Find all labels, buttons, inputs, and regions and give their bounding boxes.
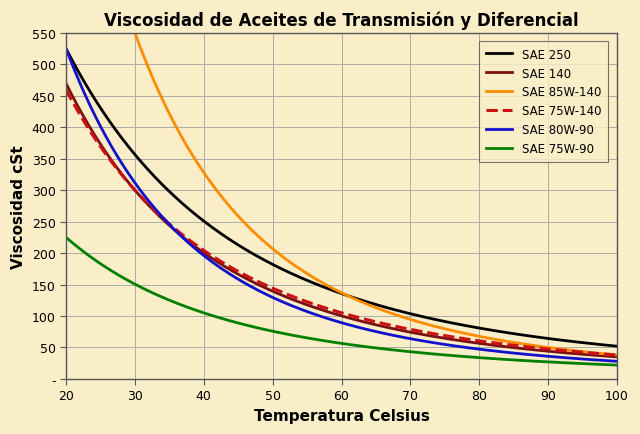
SAE 75W-140	[397, 325, 404, 330]
SAE 75W-90	[382, 347, 390, 352]
SAE 140	[613, 355, 621, 360]
SAE 140	[62, 82, 70, 87]
SAE 75W-90	[96, 261, 104, 266]
SAE 140	[382, 325, 390, 330]
Line: SAE 250: SAE 250	[66, 49, 617, 346]
SAE 80W-90	[382, 332, 390, 337]
SAE 140	[413, 331, 421, 336]
SAE 80W-90	[536, 353, 544, 358]
SAE 250	[480, 326, 488, 332]
Title: Viscosidad de Aceites de Transmisión y Diferencial: Viscosidad de Aceites de Transmisión y D…	[104, 11, 579, 30]
SAE 80W-90	[413, 338, 421, 343]
SAE 80W-90	[397, 335, 404, 340]
SAE 250	[613, 344, 621, 349]
SAE 75W-140	[413, 328, 421, 333]
SAE 75W-90	[397, 349, 404, 354]
X-axis label: Temperatura Celsius: Temperatura Celsius	[253, 408, 429, 423]
SAE 75W-140	[613, 352, 621, 358]
SAE 75W-90	[62, 235, 70, 240]
SAE 140	[96, 141, 104, 147]
SAE 75W-90	[480, 355, 488, 361]
SAE 140	[536, 348, 544, 353]
SAE 250	[413, 313, 421, 318]
SAE 250	[536, 335, 544, 340]
SAE 75W-140	[62, 88, 70, 93]
SAE 80W-90	[613, 359, 621, 364]
SAE 250	[96, 105, 104, 110]
SAE 80W-90	[62, 47, 70, 52]
SAE 75W-90	[536, 359, 544, 364]
SAE 80W-90	[480, 347, 488, 352]
Line: SAE 140: SAE 140	[66, 84, 617, 357]
SAE 85W-140	[413, 319, 421, 324]
SAE 75W-140	[536, 346, 544, 351]
SAE 75W-140	[382, 322, 390, 327]
SAE 250	[62, 47, 70, 52]
Line: SAE 75W-90: SAE 75W-90	[66, 238, 617, 365]
SAE 85W-140	[397, 314, 404, 319]
Line: SAE 75W-140: SAE 75W-140	[66, 91, 617, 355]
SAE 85W-140	[536, 344, 544, 349]
Y-axis label: Viscosidad cSt: Viscosidad cSt	[11, 145, 26, 268]
Line: SAE 85W-140: SAE 85W-140	[134, 32, 617, 355]
SAE 80W-90	[96, 123, 104, 128]
SAE 140	[480, 342, 488, 347]
SAE 85W-140	[613, 352, 621, 358]
SAE 75W-90	[613, 363, 621, 368]
SAE 75W-140	[480, 339, 488, 344]
SAE 140	[397, 328, 404, 333]
SAE 85W-140	[382, 309, 390, 314]
SAE 250	[397, 309, 404, 314]
SAE 75W-140	[96, 144, 104, 149]
SAE 85W-140	[480, 335, 488, 340]
SAE 75W-90	[413, 350, 421, 355]
SAE 250	[382, 305, 390, 310]
Legend: SAE 250, SAE 140, SAE 85W-140, SAE 75W-140, SAE 80W-90, SAE 75W-90: SAE 250, SAE 140, SAE 85W-140, SAE 75W-1…	[479, 42, 608, 163]
Line: SAE 80W-90: SAE 80W-90	[66, 49, 617, 362]
